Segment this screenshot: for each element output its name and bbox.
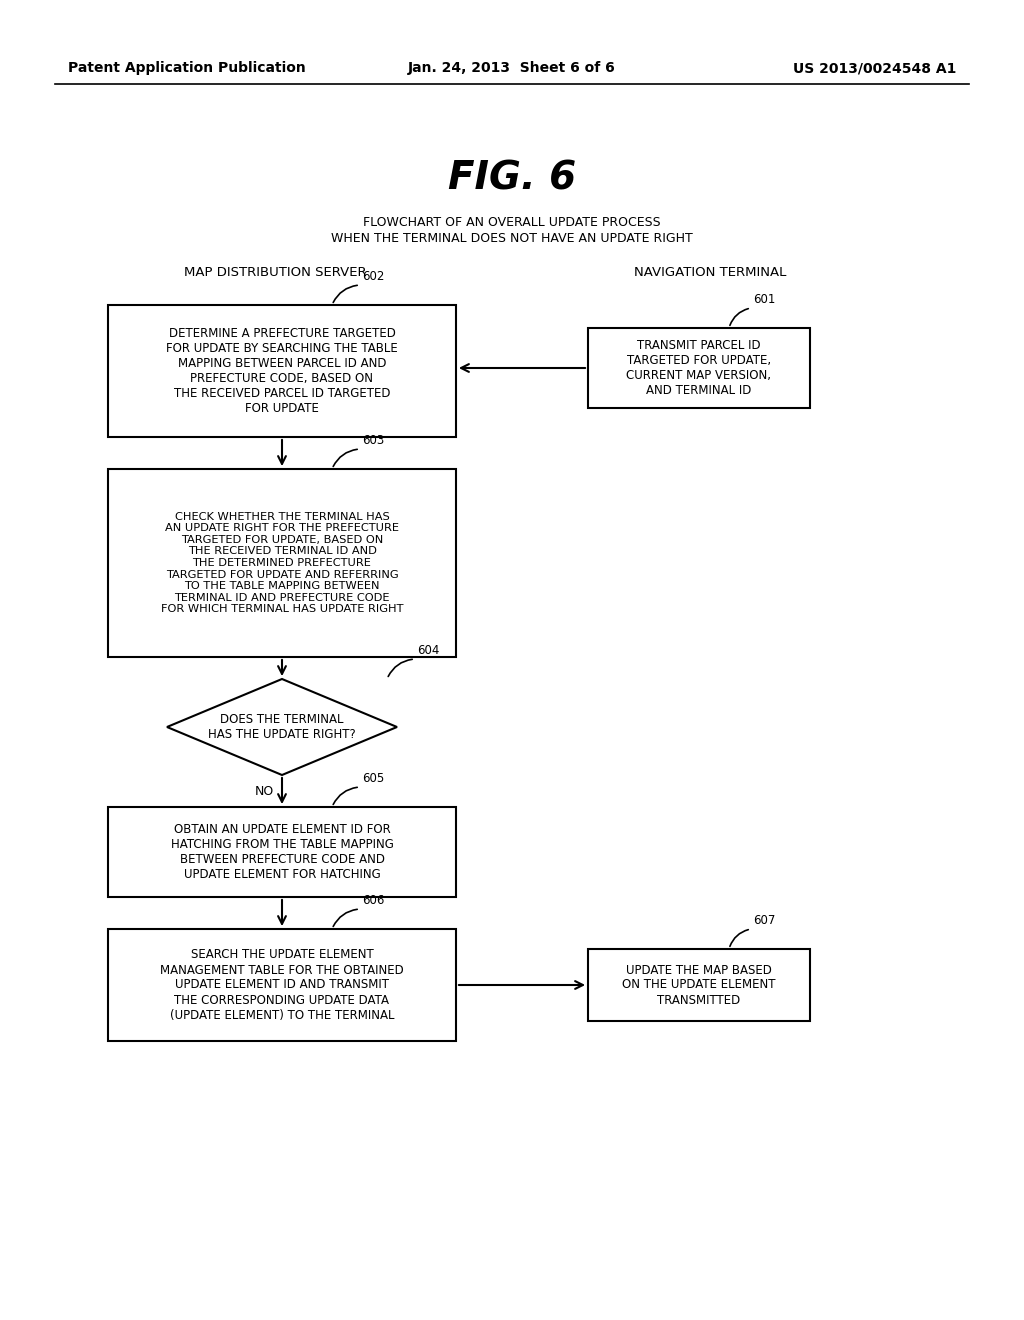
Bar bbox=[108, 807, 456, 898]
Text: Jan. 24, 2013  Sheet 6 of 6: Jan. 24, 2013 Sheet 6 of 6 bbox=[409, 61, 615, 75]
Text: 606: 606 bbox=[362, 894, 384, 907]
Bar bbox=[108, 469, 456, 657]
Text: 603: 603 bbox=[362, 434, 384, 447]
Bar bbox=[108, 929, 456, 1041]
Bar bbox=[588, 327, 810, 408]
Text: DOES THE TERMINAL
HAS THE UPDATE RIGHT?: DOES THE TERMINAL HAS THE UPDATE RIGHT? bbox=[208, 713, 356, 741]
Text: Patent Application Publication: Patent Application Publication bbox=[68, 61, 306, 75]
Text: 604: 604 bbox=[417, 644, 439, 657]
Text: 607: 607 bbox=[753, 913, 775, 927]
Bar bbox=[108, 305, 456, 437]
Text: TRANSMIT PARCEL ID
TARGETED FOR UPDATE,
CURRENT MAP VERSION,
AND TERMINAL ID: TRANSMIT PARCEL ID TARGETED FOR UPDATE, … bbox=[627, 339, 771, 397]
Text: WHEN THE TERMINAL DOES NOT HAVE AN UPDATE RIGHT: WHEN THE TERMINAL DOES NOT HAVE AN UPDAT… bbox=[331, 231, 693, 244]
Text: FLOWCHART OF AN OVERALL UPDATE PROCESS: FLOWCHART OF AN OVERALL UPDATE PROCESS bbox=[364, 215, 660, 228]
Text: CHECK WHETHER THE TERMINAL HAS
AN UPDATE RIGHT FOR THE PREFECTURE
TARGETED FOR U: CHECK WHETHER THE TERMINAL HAS AN UPDATE… bbox=[161, 512, 403, 614]
Text: US 2013/0024548 A1: US 2013/0024548 A1 bbox=[793, 61, 956, 75]
Text: 605: 605 bbox=[362, 772, 384, 785]
Text: SEARCH THE UPDATE ELEMENT
MANAGEMENT TABLE FOR THE OBTAINED
UPDATE ELEMENT ID AN: SEARCH THE UPDATE ELEMENT MANAGEMENT TAB… bbox=[160, 949, 403, 1022]
Text: DETERMINE A PREFECTURE TARGETED
FOR UPDATE BY SEARCHING THE TABLE
MAPPING BETWEE: DETERMINE A PREFECTURE TARGETED FOR UPDA… bbox=[166, 327, 398, 414]
Text: 602: 602 bbox=[362, 271, 384, 282]
Bar bbox=[588, 949, 810, 1020]
Text: NO: NO bbox=[255, 785, 274, 799]
Polygon shape bbox=[167, 678, 397, 775]
Text: OBTAIN AN UPDATE ELEMENT ID FOR
HATCHING FROM THE TABLE MAPPING
BETWEEN PREFECTU: OBTAIN AN UPDATE ELEMENT ID FOR HATCHING… bbox=[171, 822, 393, 880]
Text: NAVIGATION TERMINAL: NAVIGATION TERMINAL bbox=[634, 265, 786, 279]
Text: FIG. 6: FIG. 6 bbox=[447, 158, 577, 197]
Text: UPDATE THE MAP BASED
ON THE UPDATE ELEMENT
TRANSMITTED: UPDATE THE MAP BASED ON THE UPDATE ELEME… bbox=[623, 964, 776, 1006]
Text: 601: 601 bbox=[753, 293, 775, 306]
Text: MAP DISTRIBUTION SERVER: MAP DISTRIBUTION SERVER bbox=[183, 265, 367, 279]
